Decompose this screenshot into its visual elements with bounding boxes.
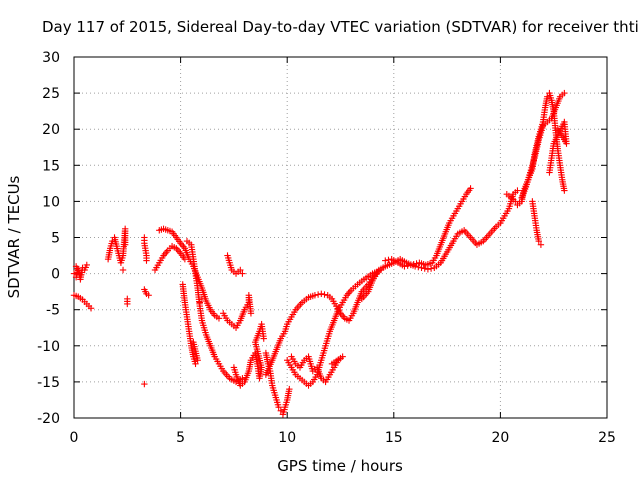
data-point bbox=[161, 250, 169, 258]
y-tick-label: -5 bbox=[46, 303, 60, 319]
data-point bbox=[311, 292, 319, 299]
data-series bbox=[151, 242, 189, 274]
data-series bbox=[288, 353, 346, 386]
data-point bbox=[328, 360, 336, 368]
data-point bbox=[190, 338, 197, 346]
y-tick-label: -10 bbox=[37, 339, 60, 355]
x-tick-label: 20 bbox=[491, 430, 509, 446]
data-point bbox=[427, 265, 435, 272]
data-point bbox=[277, 407, 285, 414]
plot-frame bbox=[73, 56, 608, 419]
data-point bbox=[145, 292, 152, 299]
x-tick-label: 0 bbox=[70, 430, 79, 446]
data-point bbox=[404, 262, 411, 269]
data-point bbox=[70, 270, 78, 277]
data-point bbox=[239, 270, 246, 277]
x-tick-label: 15 bbox=[385, 430, 403, 446]
data-point bbox=[401, 263, 408, 270]
data-point bbox=[514, 187, 521, 194]
y-tick-label: -15 bbox=[37, 375, 60, 391]
data-point bbox=[178, 241, 186, 249]
x-tick-label: 10 bbox=[278, 430, 296, 446]
data-point bbox=[143, 257, 150, 264]
data-point bbox=[192, 360, 199, 368]
data-series bbox=[220, 252, 255, 331]
data-point bbox=[124, 300, 131, 308]
x-axis-label: GPS time / hours bbox=[277, 457, 403, 475]
axis-ticks: 0 5 10 15 20 25 -20 -15 -10 -5 0 5 10 15 20 25 30 bbox=[37, 50, 616, 446]
data-point bbox=[346, 288, 353, 296]
data-point bbox=[345, 290, 352, 297]
data-points bbox=[70, 89, 570, 418]
data-point bbox=[321, 291, 328, 298]
data-point bbox=[121, 241, 129, 248]
x-tick-label: 25 bbox=[598, 430, 616, 446]
grid bbox=[74, 57, 607, 418]
data-series bbox=[230, 320, 267, 389]
y-tick-label: 5 bbox=[51, 231, 60, 247]
data-point bbox=[338, 311, 346, 319]
data-point bbox=[72, 263, 80, 270]
data-series bbox=[183, 237, 246, 386]
y-tick-label: 30 bbox=[42, 50, 60, 66]
data-point bbox=[554, 126, 562, 133]
data-series bbox=[141, 234, 152, 388]
y-tick-label: 10 bbox=[42, 194, 60, 210]
data-point bbox=[196, 299, 203, 306]
data-series bbox=[262, 270, 380, 378]
data-point bbox=[83, 261, 90, 269]
data-point bbox=[561, 89, 568, 97]
data-series bbox=[70, 261, 95, 312]
y-tick-label: 0 bbox=[51, 267, 60, 283]
data-point bbox=[561, 187, 568, 194]
data-point bbox=[260, 335, 267, 342]
data-point bbox=[318, 290, 325, 298]
data-point bbox=[181, 255, 189, 263]
y-tick-label: 15 bbox=[42, 158, 60, 174]
data-point bbox=[247, 310, 255, 317]
y-tick-label: 20 bbox=[42, 122, 60, 138]
data-point bbox=[215, 315, 223, 322]
data-point bbox=[119, 266, 127, 274]
data-point bbox=[237, 266, 244, 274]
data-point bbox=[286, 385, 293, 393]
data-point bbox=[415, 263, 422, 271]
data-point bbox=[275, 403, 282, 411]
data-point bbox=[87, 305, 95, 312]
y-tick-label: 25 bbox=[42, 86, 60, 102]
data-series bbox=[382, 185, 474, 270]
data-series bbox=[518, 89, 570, 248]
data-point bbox=[314, 291, 322, 298]
data-point bbox=[141, 380, 148, 388]
data-point bbox=[382, 257, 389, 264]
data-point bbox=[163, 248, 170, 256]
data-point bbox=[421, 265, 428, 272]
chart-title: Day 117 of 2015, Sidereal Day-to-day VTE… bbox=[42, 18, 639, 36]
data-point bbox=[467, 185, 474, 192]
data-point bbox=[535, 237, 542, 245]
data-series bbox=[104, 225, 131, 308]
data-point bbox=[544, 93, 551, 100]
y-tick-label: -20 bbox=[37, 411, 60, 427]
data-point bbox=[537, 241, 545, 248]
y-axis-label: SDTVAR / TECUs bbox=[5, 175, 23, 298]
data-point bbox=[512, 198, 519, 205]
data-point bbox=[198, 295, 206, 303]
data-point bbox=[239, 375, 246, 382]
data-series bbox=[179, 281, 206, 368]
x-tick-label: 5 bbox=[176, 430, 185, 446]
data-point bbox=[175, 248, 183, 255]
data-series bbox=[262, 349, 293, 418]
data-point bbox=[407, 261, 415, 269]
data-point bbox=[410, 261, 417, 268]
